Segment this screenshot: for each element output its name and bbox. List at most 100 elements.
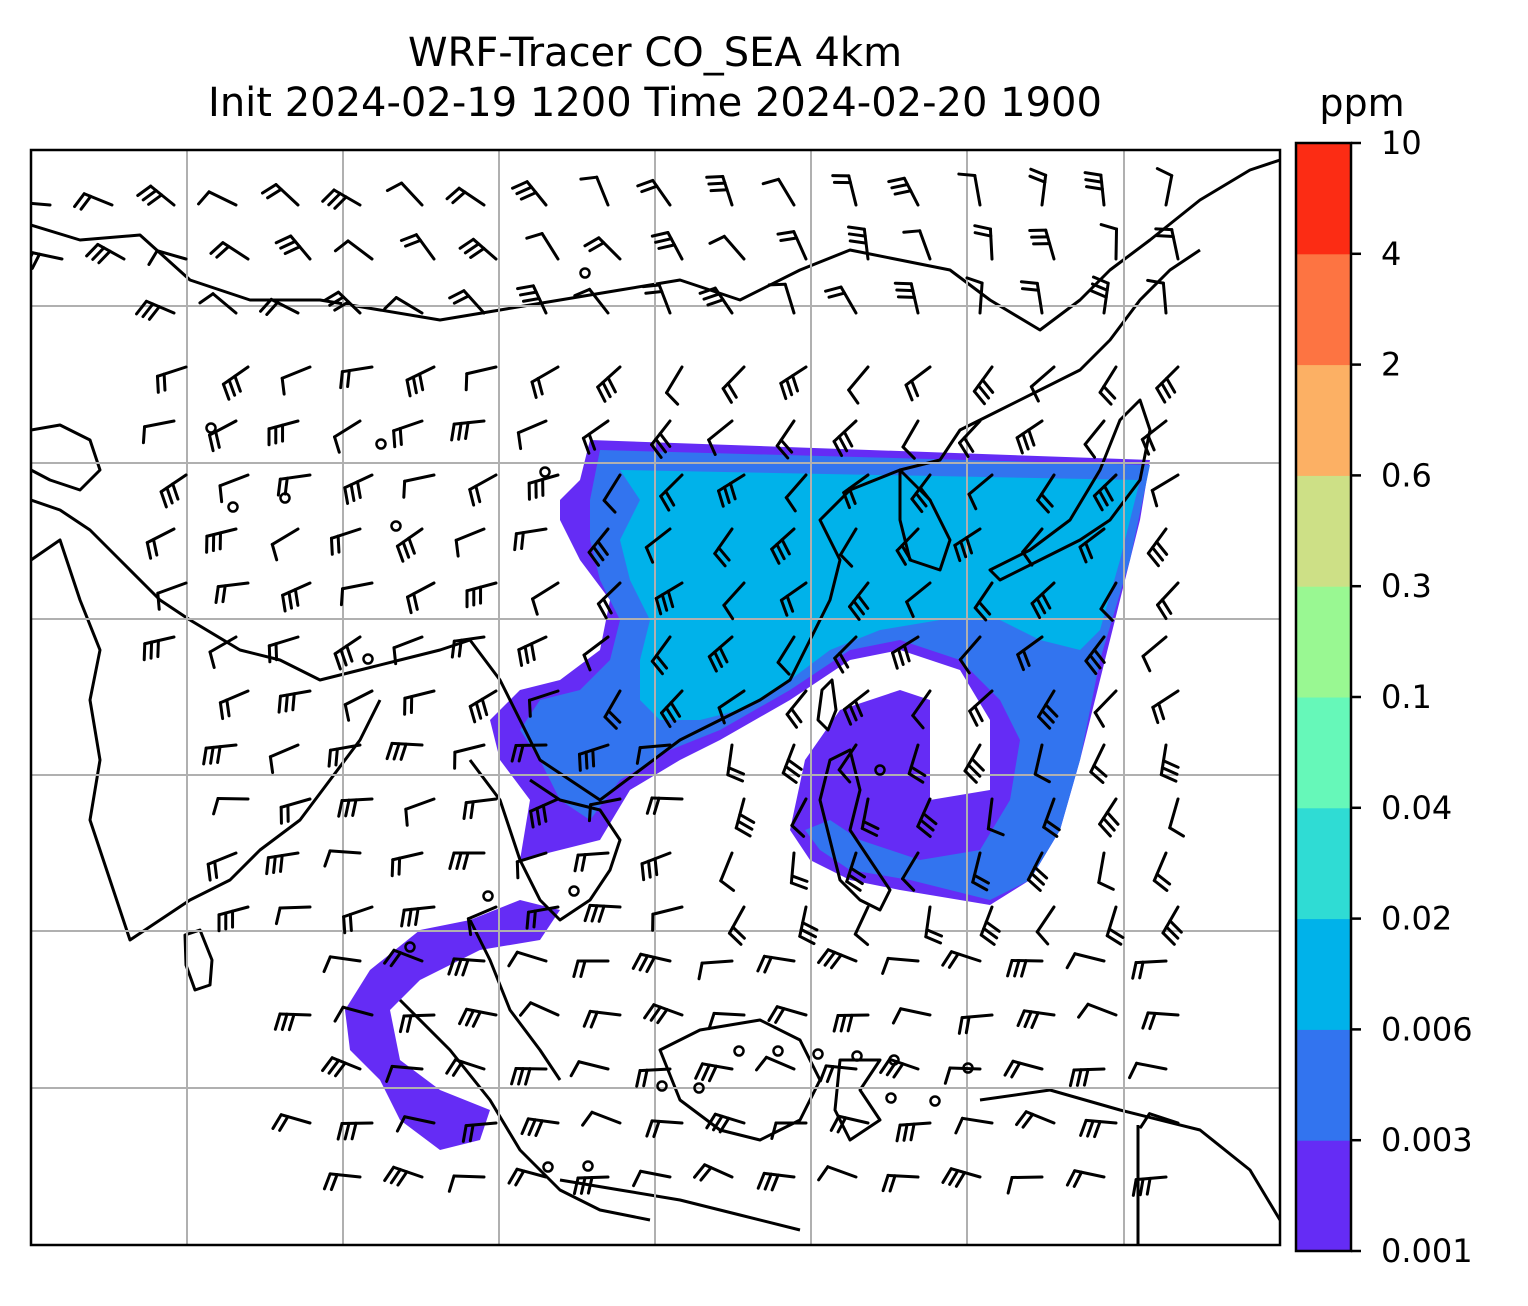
wind-barb — [447, 957, 486, 977]
colorbar-tick-label-1: 0.003 — [1381, 1121, 1473, 1159]
wind-barb — [339, 365, 374, 390]
wind-barb — [136, 184, 176, 207]
colorbar-tick-label-2: 0.006 — [1381, 1010, 1473, 1048]
calm-wind-circle — [851, 1050, 863, 1062]
wind-barb — [1098, 797, 1120, 838]
wind-barb — [281, 581, 312, 613]
wind-barb — [214, 581, 250, 605]
wind-barb — [447, 1174, 486, 1193]
wind-barb — [697, 959, 734, 981]
wind-barb — [719, 851, 736, 892]
wind-barb — [645, 1119, 684, 1139]
wind-barb — [755, 1055, 796, 1072]
wind-barb — [445, 186, 486, 207]
wind-barb — [713, 527, 734, 568]
calm-wind-circle — [279, 492, 291, 504]
coast-sulawesi — [833, 1058, 882, 1142]
wind-barb — [145, 527, 176, 560]
wind-barb — [276, 473, 312, 497]
wind-barb — [73, 192, 114, 211]
wind-barb — [1089, 275, 1110, 315]
calm-wind-circle — [568, 885, 580, 897]
wind-barb — [832, 1013, 870, 1033]
colorbar-tick-label-3: 0.02 — [1381, 900, 1452, 938]
wind-barb — [1097, 851, 1115, 891]
wind-barb — [280, 365, 312, 396]
wind-barb — [468, 689, 498, 724]
wind-barb — [644, 527, 672, 564]
wind-barb — [383, 1165, 424, 1187]
wind-barb — [734, 797, 756, 838]
wind-barb — [631, 952, 672, 974]
wind-barb — [973, 224, 994, 261]
wind-barb — [1161, 905, 1183, 946]
wind-barb — [776, 635, 796, 676]
wind-barb — [1141, 1011, 1180, 1031]
wind-barb — [507, 950, 548, 968]
wind-barb — [770, 527, 796, 565]
wind-barb — [722, 581, 746, 621]
wind-barb — [462, 797, 498, 821]
wind-barb — [817, 948, 858, 970]
wind-barb — [1083, 171, 1106, 207]
wind-barb — [507, 1167, 548, 1187]
wind-barb — [458, 1007, 498, 1028]
calm-wind-circle — [205, 422, 217, 434]
wind-barb — [1105, 905, 1125, 946]
wind-barb — [650, 231, 684, 261]
colorbar-band-5 — [1296, 586, 1351, 698]
wind-barb — [1155, 365, 1180, 404]
wind-barb — [860, 797, 880, 837]
chart-title: WRF-Tracer CO_SEA 4km Init 2024-02-19 12… — [30, 28, 1280, 128]
wind-barb — [468, 473, 498, 507]
calm-wind-circle — [656, 1080, 668, 1092]
wind-barb — [881, 1173, 920, 1193]
wind-barb — [448, 289, 486, 315]
colorbar-band-8 — [1296, 253, 1351, 366]
wind-barb — [837, 743, 858, 784]
wind-barb — [450, 419, 486, 442]
wind-barb — [895, 527, 920, 566]
wind-barb — [705, 174, 734, 207]
colorbar-tick-label-8: 2 — [1381, 346, 1401, 384]
wind-barb — [659, 473, 684, 512]
wind-barb — [525, 905, 560, 930]
wind-barb — [274, 905, 312, 926]
calm-wind-circle — [579, 267, 591, 279]
wind-barb — [632, 1169, 672, 1188]
wind-barb — [1151, 689, 1180, 725]
wind-barb — [893, 281, 920, 315]
wind-barb — [941, 950, 982, 969]
calm-wind-circle — [929, 1095, 941, 1107]
coast-india — [31, 538, 382, 942]
colorbar-band-7 — [1296, 364, 1351, 476]
wind-barb — [513, 527, 548, 552]
wind-barb — [1146, 278, 1168, 315]
wind-barb — [721, 365, 746, 404]
colorbar-tick-label-5: 0.1 — [1381, 678, 1432, 716]
coast-sumatra — [398, 998, 651, 1222]
calm-wind-circle — [812, 1048, 824, 1060]
calm-wind-circle — [772, 1045, 784, 1057]
wind-barb — [1036, 473, 1056, 514]
wind-barb — [327, 743, 362, 768]
calm-wind-circle — [874, 764, 886, 776]
wind-barb — [907, 743, 927, 784]
wind-barb — [902, 229, 932, 261]
wind-barb — [1006, 1175, 1044, 1195]
colorbar-band-3 — [1296, 807, 1351, 920]
wind-barb — [650, 419, 672, 459]
wind-barb — [775, 419, 796, 460]
wind-barb — [707, 419, 734, 456]
wind-barb — [842, 473, 870, 510]
colorbar-unit: ppm — [1319, 81, 1404, 125]
wind-barb — [829, 1114, 870, 1134]
wind-barb — [339, 581, 374, 607]
wind-barb — [510, 1066, 548, 1086]
wind-barb — [891, 1007, 932, 1025]
wind-barb — [881, 956, 920, 975]
wind-barb — [402, 473, 436, 499]
wind-barb — [904, 365, 932, 402]
wind-barb — [756, 1171, 796, 1192]
